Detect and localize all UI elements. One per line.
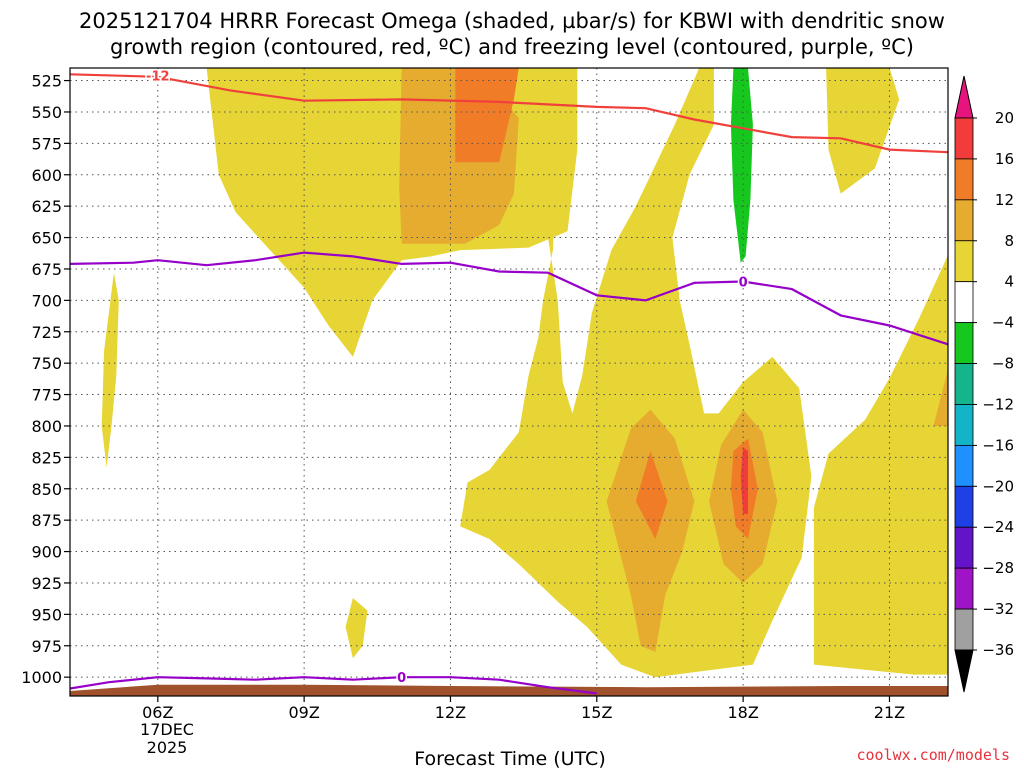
plot-area: -12 0 0 <box>70 68 948 696</box>
y-axis: 525 550 575 600 625 650 675 700 725 750 775 800 825 8… <box>21 72 70 687</box>
colorbar-segment-6 <box>954 322 974 364</box>
dgz-contour-label: -12 <box>146 70 170 85</box>
colorbar-segment-7 <box>954 363 974 405</box>
freezing-level-label-2: 0 <box>397 671 406 686</box>
omega-fill-4-region-4 <box>826 68 900 194</box>
source-credit: coolwx.com/models <box>856 746 1010 764</box>
y-tick-label-650: 650 <box>31 229 62 248</box>
y-tick-label-725: 725 <box>31 323 62 342</box>
colorbar-bottom-arrow <box>954 649 974 693</box>
ground-fill <box>70 684 948 696</box>
colorbar-label-11: −24 <box>982 518 1014 536</box>
omega-fill-4-region-6 <box>345 598 368 659</box>
x-tick-label-12Z: 12Z <box>435 703 466 722</box>
colorbar-label-14: −36 <box>982 641 1014 659</box>
y-tick-label-875: 875 <box>31 511 62 530</box>
freezing-level-line-1 <box>70 251 948 346</box>
y-tick-label-675: 675 <box>31 260 62 279</box>
colorbar-top-arrow <box>954 75 974 119</box>
colorbar-label-9: −16 <box>982 436 1014 454</box>
date-label-year: 2025 <box>147 738 188 757</box>
y-tick-label-700: 700 <box>31 291 62 310</box>
colorbar-segment-13 <box>954 608 974 651</box>
colorbar-label-3: 12 <box>995 191 1014 209</box>
dgz-contour-line <box>70 73 948 154</box>
x-tick-label-15Z: 15Z <box>581 703 612 722</box>
date-label-day: 17DEC <box>140 720 194 739</box>
omega-fill-12-region-13 <box>455 68 519 163</box>
colorbar-label-1: 20 <box>995 109 1014 127</box>
chart-title-line-2: growth region (contoured, red, ºC) and f… <box>110 35 914 59</box>
colorbar-label-7: −8 <box>992 355 1014 373</box>
y-tick-label-975: 975 <box>31 637 62 656</box>
colorbar-label-13: −32 <box>982 600 1014 618</box>
colorbar-segment-4 <box>954 240 974 283</box>
colorbar-segment-8 <box>954 404 974 446</box>
x-tick-label-21Z: 21Z <box>874 703 905 722</box>
chart-title-line-1: 2025121704 HRRR Forecast Omega (shaded, … <box>79 9 945 33</box>
colorbar-label-8: −12 <box>982 395 1014 413</box>
omega-fill-8-region-10 <box>933 369 948 426</box>
colorbar-segment-10 <box>954 485 974 528</box>
x-axis: 06Z 09Z 12Z 15Z 18Z 21Z <box>142 696 905 722</box>
y-tick-label-1000: 1000 <box>21 668 62 687</box>
y-tick-label-950: 950 <box>31 605 62 624</box>
x-tick-label-06Z: 06Z <box>142 703 173 722</box>
omega-fill-8-region-7 <box>606 409 695 652</box>
y-tick-label-925: 925 <box>31 574 62 593</box>
y-tick-label-850: 850 <box>31 480 62 499</box>
colorbar-segment-12 <box>954 567 974 610</box>
colorbar: 20 16 12 8 4 −4 −8 −12 −16 −20 −24 −28 −32 −36 <box>954 75 1014 693</box>
colorbar-label-4: 8 <box>1004 232 1014 250</box>
omega-fill-4-region-1 <box>101 272 119 468</box>
x-tick-label-18Z: 18Z <box>727 703 758 722</box>
omega-fill-16-region-14 <box>740 447 748 514</box>
y-tick-label-600: 600 <box>31 166 62 185</box>
colorbar-segment-5 <box>954 281 974 324</box>
y-tick-label-825: 825 <box>31 448 62 467</box>
omega-fill-12-region-11 <box>635 451 668 539</box>
colorbar-label-12: −28 <box>982 559 1014 577</box>
y-tick-label-775: 775 <box>31 386 62 405</box>
colorbar-segment-9 <box>954 444 974 487</box>
y-tick-label-900: 900 <box>31 543 62 562</box>
y-tick-label-625: 625 <box>31 197 62 216</box>
colorbar-segment-11 <box>954 526 974 569</box>
colorbar-label-6: −4 <box>992 314 1014 332</box>
x-tick-label-09Z: 09Z <box>288 703 319 722</box>
omega-fill-neg4-region-15 <box>730 68 753 263</box>
x-axis-title: Forecast Time (UTC) <box>414 748 605 768</box>
omega-fill-4-region-3 <box>206 68 578 357</box>
y-tick-label-550: 550 <box>31 103 62 122</box>
y-tick-label-800: 800 <box>31 417 62 436</box>
colorbar-label-10: −20 <box>982 477 1014 495</box>
freezing-level-line-2 <box>70 676 597 695</box>
colorbar-label-2: 16 <box>995 150 1014 168</box>
colorbar-label-5: 4 <box>1004 273 1014 291</box>
colorbar-segment-1 <box>954 117 974 160</box>
freezing-level-label-1: 0 <box>739 276 748 291</box>
y-tick-label-525: 525 <box>31 72 62 91</box>
colorbar-segment-2 <box>954 158 974 201</box>
colorbar-segment-3 <box>954 199 974 242</box>
y-tick-label-750: 750 <box>31 354 62 373</box>
omega-fill-4-region-5 <box>813 255 948 675</box>
y-tick-label-575: 575 <box>31 134 62 153</box>
plot-frame <box>69 67 949 697</box>
